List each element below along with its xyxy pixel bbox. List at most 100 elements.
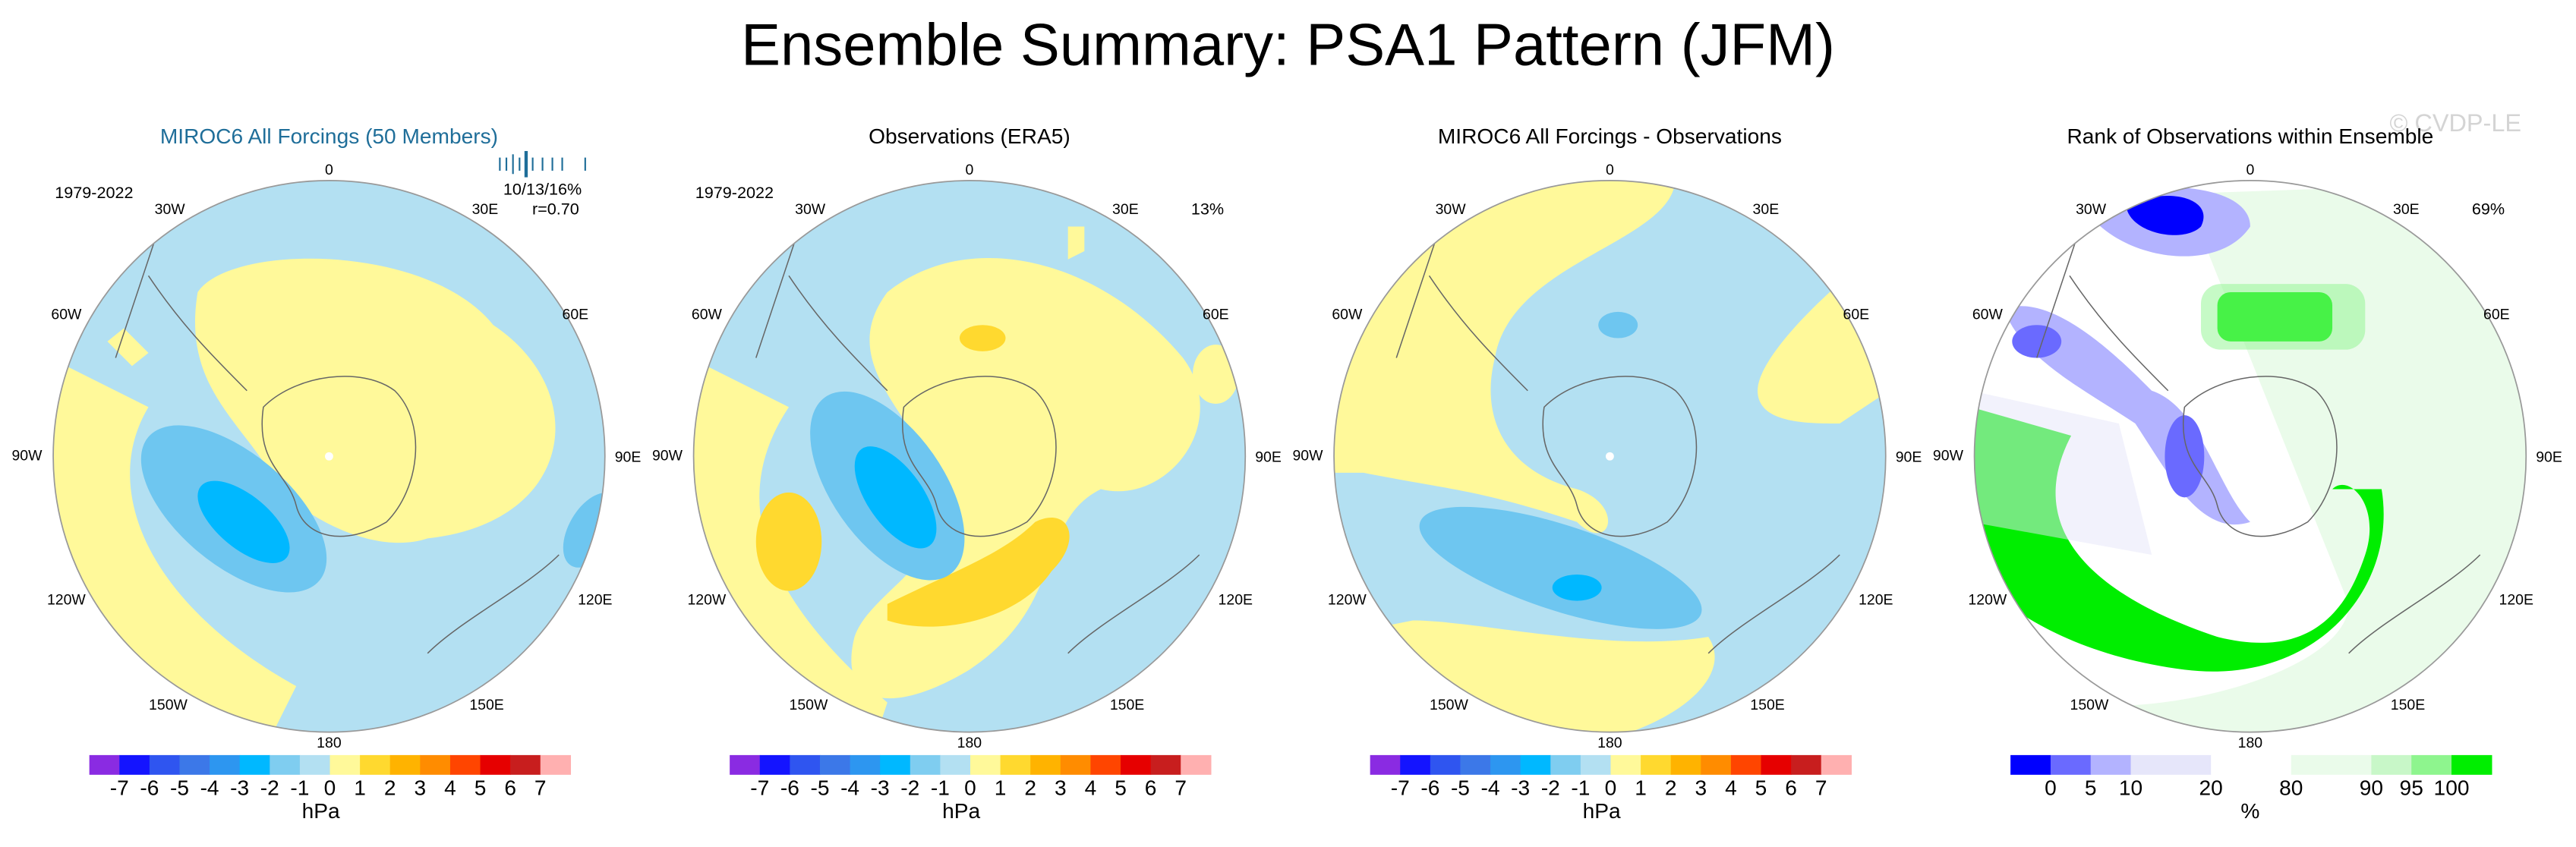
longitude-label: 30W	[1436, 201, 1467, 218]
figure-title: Ensemble Summary: PSA1 Pattern (JFM)	[741, 12, 1835, 77]
colorbar-box	[2050, 754, 2092, 775]
colorbar-box	[1000, 754, 1031, 775]
colorbar-box	[389, 754, 421, 775]
colorbar-box	[940, 754, 971, 775]
map	[52, 150, 606, 733]
longitude-label: 180	[2238, 735, 2263, 751]
colorbar-tick-label: 0	[1605, 776, 1617, 800]
colorbar-box	[1090, 754, 1121, 775]
colorbar-tick-label: -5	[1451, 776, 1470, 800]
longitude-label: 120E	[1859, 592, 1893, 609]
longitude-label: 120W	[1968, 592, 2007, 609]
longitude-label: 120E	[2499, 592, 2533, 609]
colorbar-box	[329, 754, 361, 775]
colorbar-tick-label: -7	[750, 776, 769, 800]
colorbar-tick-label: -5	[170, 776, 189, 800]
colorbar-tick-label: 10	[2119, 776, 2142, 800]
colorbar-tick-label: 1	[354, 776, 366, 800]
map	[692, 180, 1247, 733]
colorbar-box	[1430, 754, 1461, 775]
colorbar-tick-label: -1	[290, 776, 309, 800]
colorbar-tick-label: -7	[1391, 776, 1410, 800]
colorbar-box	[1030, 754, 1061, 775]
longitude-label: 60W	[51, 306, 82, 323]
colorbar-tick-label: 0	[2045, 776, 2057, 800]
colorbar-tick-label: -2	[1541, 776, 1560, 800]
panel-title: MIROC6 All Forcings - Observations	[1438, 124, 1782, 148]
panel-title: Observations (ERA5)	[869, 124, 1070, 148]
longitude-label: 0	[325, 162, 333, 178]
colorbar-box	[119, 754, 150, 775]
colorbar-box	[790, 754, 821, 775]
colorbar-tick-label: -2	[260, 776, 279, 800]
colorbar-unit: %	[2240, 799, 2259, 823]
longitude-label: 180	[1597, 735, 1622, 751]
stat: 10/13/16%	[503, 180, 582, 199]
colorbar-box	[1121, 754, 1152, 775]
colorbar-tick-label: -6	[1420, 776, 1439, 800]
colorbar-tick-label: 1	[995, 776, 1007, 800]
colorbar-tick-label: -2	[900, 776, 919, 800]
colorbar-tick-label: -1	[931, 776, 950, 800]
longitude-label: 0	[966, 162, 974, 178]
colorbar-box	[1670, 754, 1701, 775]
longitude-label: 150E	[469, 697, 503, 713]
colorbar-tick-label: 90	[2360, 776, 2383, 800]
colorbar-tick-label: -4	[1481, 776, 1500, 800]
colorbar-box	[420, 754, 451, 775]
stat: 13%	[1191, 200, 1224, 219]
longitude-label: 180	[957, 735, 982, 751]
colorbar-box	[2211, 754, 2292, 775]
colorbar-box	[1610, 754, 1641, 775]
watermark: © CVDP-LE	[2389, 109, 2521, 137]
longitude-label: 150E	[1110, 697, 1144, 713]
colorbar-box	[2411, 754, 2452, 775]
colorbar-box	[880, 754, 911, 775]
colorbar-tick-label: 80	[2279, 776, 2303, 800]
longitude-label: 60E	[2483, 306, 2510, 323]
longitude-label: 120W	[1328, 592, 1367, 609]
colorbar-unit: hPa	[302, 799, 340, 823]
colorbar-box	[89, 754, 120, 775]
longitude-label: 30W	[795, 201, 826, 218]
colorbar-tick-label: -3	[230, 776, 249, 800]
longitude-label: 150W	[149, 697, 188, 713]
colorbar-tick-label: -4	[200, 776, 219, 800]
period: 1979-2022	[695, 183, 774, 202]
colorbar-box	[270, 754, 301, 775]
longitude-label: 90E	[1896, 449, 1922, 466]
colorbar-tick-label: 2	[384, 776, 396, 800]
colorbar-tick-label: 4	[1725, 776, 1737, 800]
longitude-label: 60E	[1203, 306, 1229, 323]
panel-title: Rank of Observations within Ensemble	[2067, 124, 2434, 148]
colorbar-box	[299, 754, 331, 775]
colorbar-unit: hPa	[942, 799, 980, 823]
colorbar-box	[1641, 754, 1672, 775]
longitude-label: 90W	[652, 447, 683, 464]
colorbar-tick-label: 6	[1145, 776, 1157, 800]
longitude-label: 0	[2246, 162, 2254, 178]
colorbar-tick-label: 6	[504, 776, 516, 800]
colorbar-tick-label: -4	[840, 776, 859, 800]
longitude-label: 150W	[1430, 697, 1468, 713]
colorbar-unit: hPa	[1583, 799, 1621, 823]
colorbar-box	[759, 754, 791, 775]
colorbar-tick-label: 5	[1755, 776, 1767, 800]
colorbar-tick-label: 0	[964, 776, 976, 800]
colorbar-box	[819, 754, 851, 775]
colorbar-box	[2371, 754, 2412, 775]
colorbar-tick-label: 4	[444, 776, 456, 800]
map	[1973, 180, 2527, 733]
colorbar-box	[2090, 754, 2132, 775]
longitude-label: 150W	[2070, 697, 2109, 713]
longitude-label: 30E	[2393, 201, 2420, 218]
longitude-label: 60E	[1843, 306, 1870, 323]
longitude-label: 120E	[1219, 592, 1253, 609]
map	[1333, 180, 1887, 733]
colorbar-box	[2130, 754, 2212, 775]
longitude-label: 120E	[578, 592, 612, 609]
colorbar-box	[730, 754, 761, 775]
longitude-label: 120W	[687, 592, 726, 609]
colorbar-box	[1821, 754, 1852, 775]
